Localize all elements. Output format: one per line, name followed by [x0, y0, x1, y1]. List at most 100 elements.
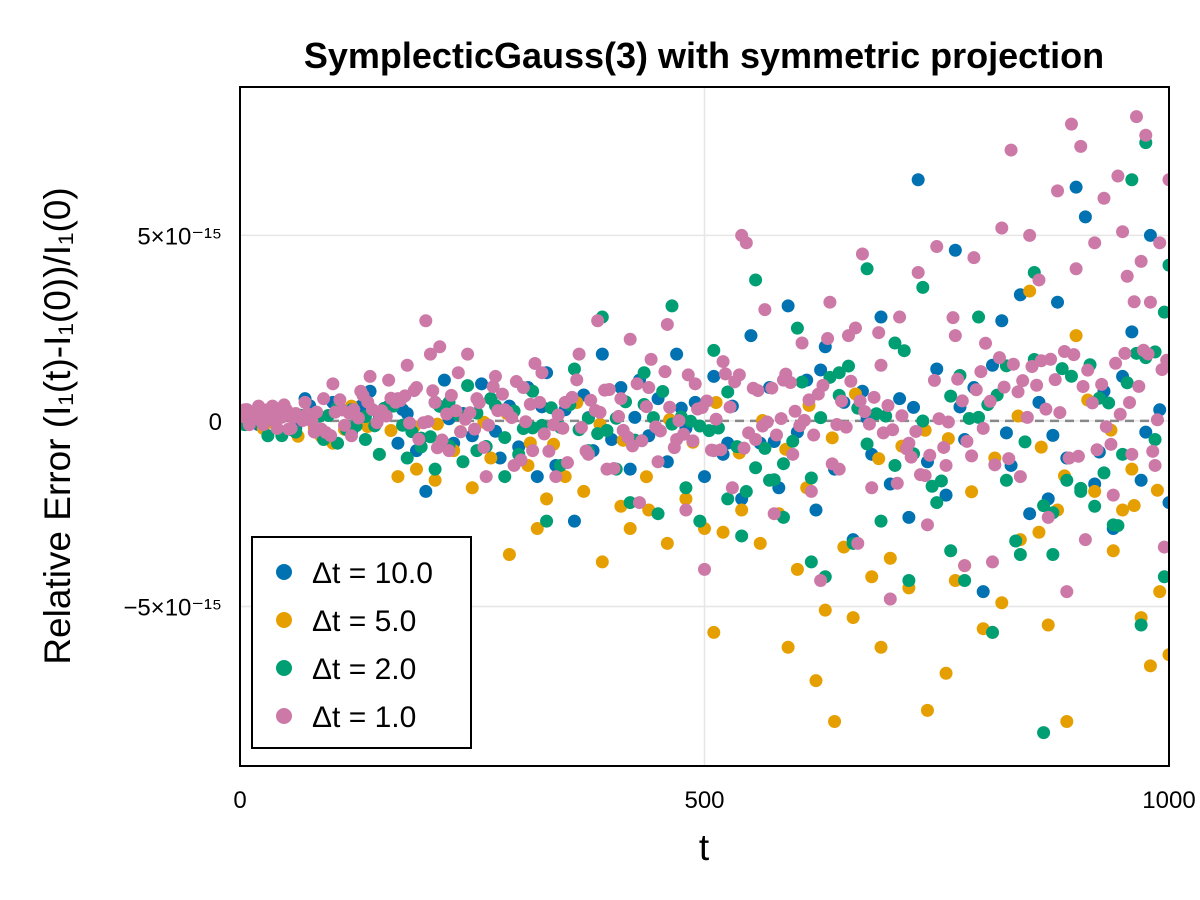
- point-s3-77: [893, 310, 907, 324]
- point-s1-46: [948, 573, 962, 587]
- point-s0-95: [1125, 325, 1139, 339]
- fill-point-s3-179: [1067, 348, 1081, 362]
- point-s2-24: [567, 362, 581, 376]
- legend: Δt = 10.0 Δt = 5.0 Δt = 2.0 Δt = 1.0: [251, 536, 472, 749]
- fill-point-s3-7: [268, 414, 282, 428]
- fill-point-s3-134: [858, 405, 872, 419]
- point-s3-105: [1120, 269, 1134, 283]
- point-s1-65: [1162, 648, 1169, 662]
- point-s3-26: [423, 347, 437, 361]
- fill-point-s3-182: [1081, 363, 1095, 377]
- fill-point-s3-162: [988, 458, 1002, 472]
- fill-point-s0-16: [999, 426, 1013, 440]
- point-s2-48: [902, 573, 916, 587]
- fill-point-s3-105: [723, 400, 737, 414]
- point-s2-16: [456, 455, 470, 469]
- fill-point-s3-109: [742, 426, 756, 440]
- fill-point-s3-169: [1020, 410, 1034, 424]
- point-s3-87: [985, 555, 999, 569]
- fill-point-s2-69: [879, 409, 893, 423]
- point-s3-75: [874, 358, 888, 372]
- point-s1-44: [920, 703, 934, 717]
- point-s3-55: [698, 562, 711, 576]
- fill-point-s2-71: [897, 344, 911, 358]
- point-s1-37: [828, 714, 842, 728]
- point-s0-54: [744, 329, 758, 343]
- fill-point-s3-47: [454, 425, 468, 439]
- point-s3-108: [1134, 254, 1148, 268]
- fill-point-s3-51: [472, 396, 486, 410]
- fill-point-s2-24: [461, 379, 475, 393]
- fill-point-s2-20: [423, 430, 437, 444]
- point-s2-9: [358, 432, 372, 446]
- point-s3-99: [1078, 533, 1092, 547]
- fill-point-s3-123: [807, 428, 821, 442]
- point-s1-54: [1041, 618, 1055, 632]
- point-s0-16: [391, 436, 405, 450]
- point-s3-19: [363, 369, 377, 383]
- point-s3-101: [1097, 191, 1111, 205]
- point-s2-31: [665, 299, 679, 313]
- y-tick-label-2: −5×10⁻¹⁵: [123, 594, 222, 621]
- fill-point-s3-152: [941, 415, 955, 429]
- fill-point-s3-72: [570, 373, 584, 387]
- point-s3-81: [930, 240, 944, 254]
- fill-point-s3-130: [839, 420, 853, 434]
- point-s3-113: [1157, 540, 1169, 554]
- fill-point-s3-180: [1071, 449, 1085, 463]
- plot-frame: [239, 86, 1170, 767]
- fill-point-s2-45: [656, 384, 670, 398]
- point-s3-110: [1143, 295, 1157, 309]
- point-s3-83: [948, 329, 962, 343]
- fill-point-s1-31: [965, 485, 979, 499]
- legend-label-1: Δt = 5.0: [312, 605, 416, 638]
- fill-point-s3-189: [1113, 407, 1127, 421]
- fill-point-s3-90: [653, 424, 667, 438]
- point-s0-81: [995, 314, 1009, 328]
- point-s2-34: [707, 343, 721, 357]
- point-s1-57: [1069, 329, 1083, 343]
- legend-marker-2: [276, 660, 292, 676]
- point-s3-60: [739, 236, 753, 250]
- point-s1-13: [484, 451, 498, 465]
- fill-point-s3-151: [937, 440, 951, 454]
- point-s2-62: [1088, 499, 1102, 513]
- fill-point-s2-84: [1018, 435, 1032, 449]
- point-s1-10: [428, 473, 442, 487]
- point-s2-46: [874, 514, 888, 528]
- point-s2-69: [1148, 432, 1162, 446]
- legend-marker-1: [276, 612, 292, 628]
- point-s1-50: [995, 596, 1009, 610]
- fill-point-s3-66: [542, 444, 556, 458]
- fill-point-s3-41: [426, 384, 440, 398]
- fill-point-s3-102: [709, 412, 723, 426]
- fill-point-s3-86: [635, 434, 649, 448]
- fill-point-s3-133: [853, 394, 867, 408]
- fill-point-s0-8: [628, 410, 642, 424]
- fill-point-s3-101: [704, 443, 718, 457]
- fill-point-s3-193: [1132, 379, 1146, 393]
- fill-point-s2-61: [804, 471, 818, 485]
- point-s1-64: [1153, 585, 1167, 599]
- point-s2-36: [735, 529, 749, 543]
- point-s3-29: [442, 444, 456, 458]
- point-s3-90: [1013, 470, 1027, 484]
- point-s0-61: [809, 503, 823, 517]
- point-s1-52: [1023, 284, 1037, 298]
- point-s0-41: [623, 462, 637, 476]
- fill-point-s3-127: [825, 457, 839, 471]
- point-s3-103: [1111, 169, 1125, 183]
- point-s2-66: [1125, 173, 1139, 187]
- point-s3-91: [1023, 228, 1037, 242]
- fill-point-s2-73: [916, 414, 930, 428]
- fill-point-s3-144: [904, 450, 918, 464]
- fill-point-s3-61: [519, 415, 533, 429]
- fill-point-s3-118: [783, 376, 797, 390]
- point-s3-68: [814, 573, 828, 587]
- fill-point-s2-79: [972, 410, 986, 424]
- fill-point-s3-186: [1099, 420, 1113, 434]
- point-s2-2: [261, 429, 275, 443]
- point-s0-98: [1153, 403, 1167, 417]
- fill-point-s3-188: [1109, 356, 1123, 370]
- fill-point-s3-50: [468, 422, 482, 436]
